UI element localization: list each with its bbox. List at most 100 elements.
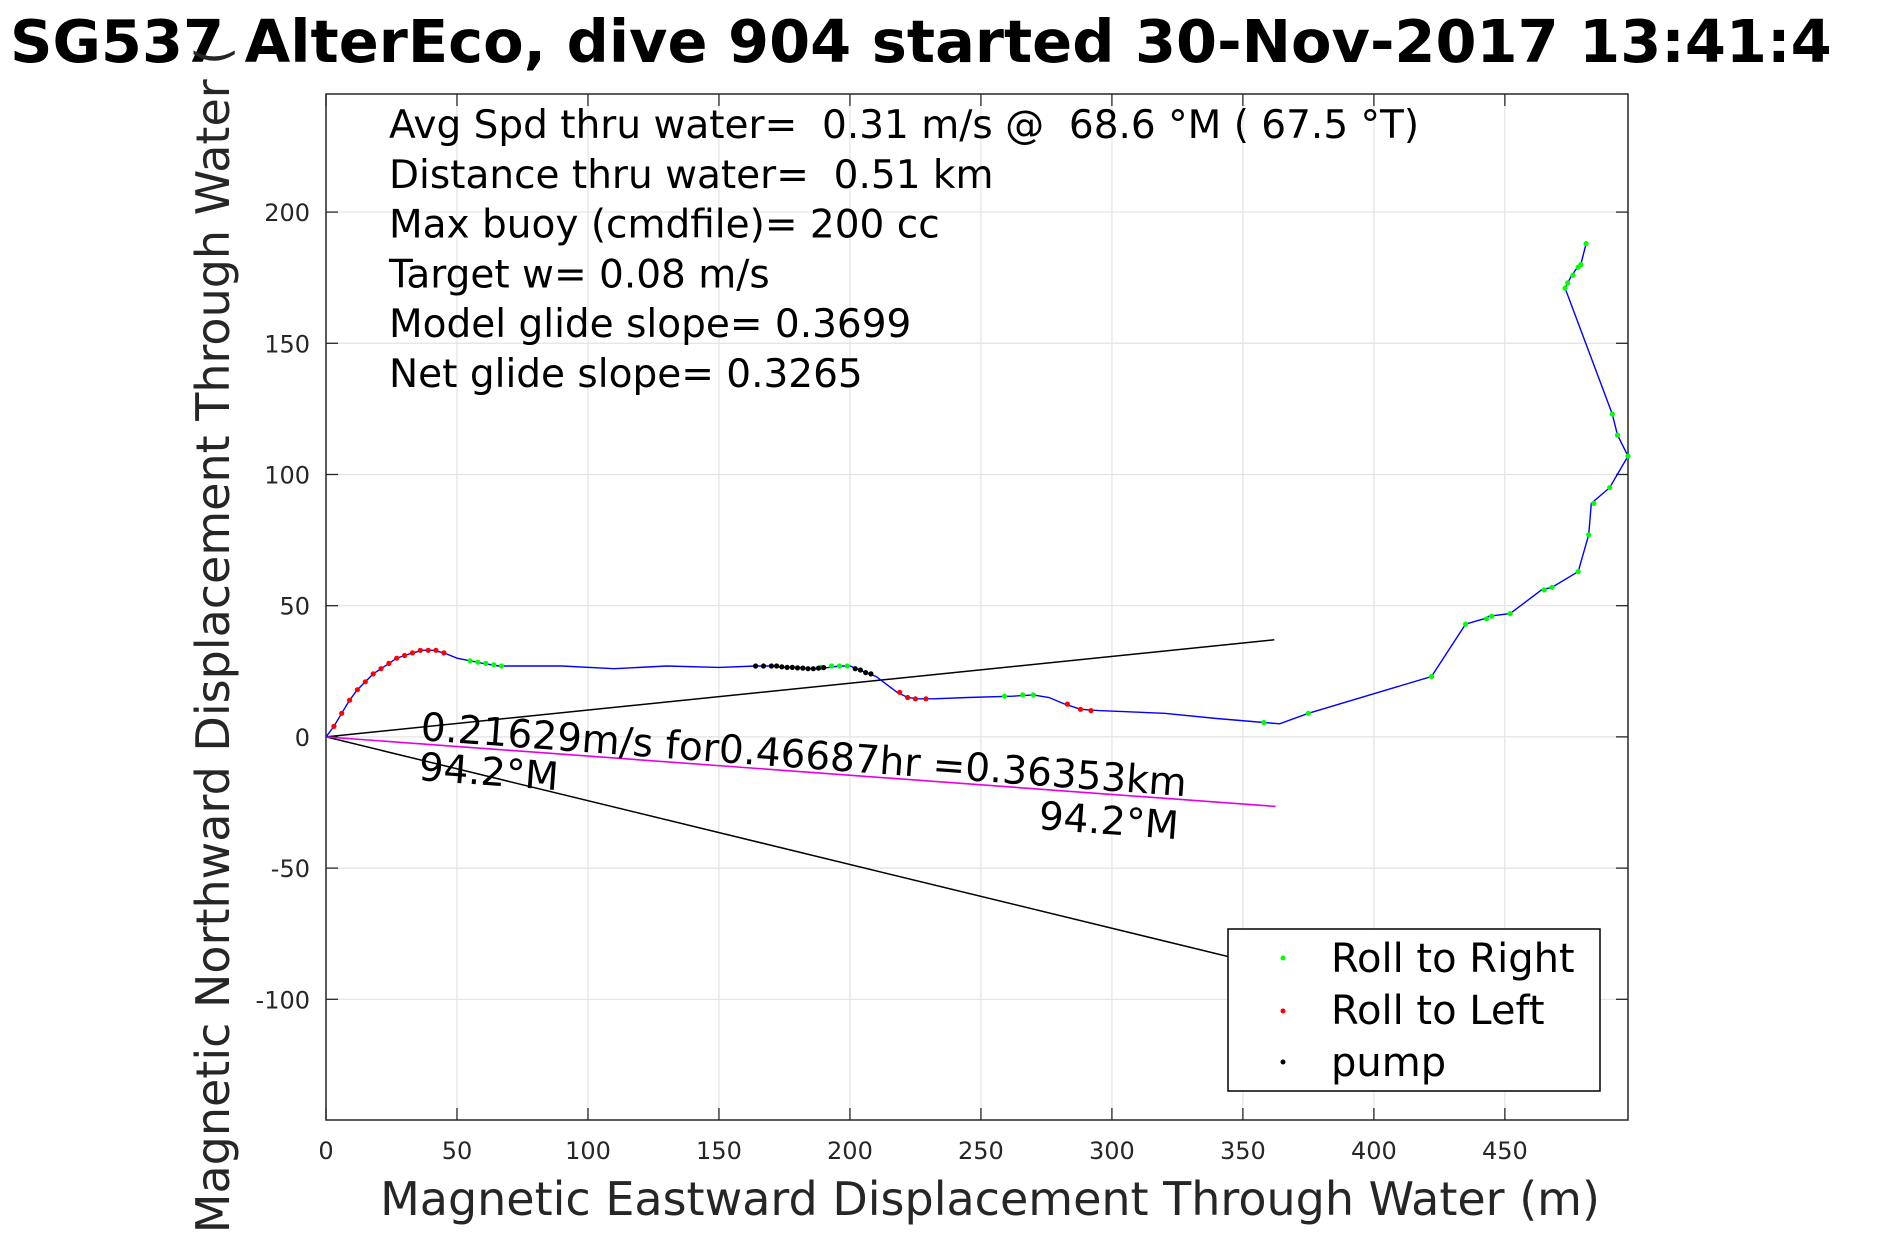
stats-block: Avg Spd thru water= 0.31 m/s @ 68.6 °M (… bbox=[388, 103, 1419, 397]
roll-right-point bbox=[1261, 719, 1267, 726]
roll-right-point bbox=[844, 663, 850, 669]
legend-marker-roll-right bbox=[1280, 955, 1286, 961]
roll-left-point bbox=[402, 652, 408, 659]
roll-right-point bbox=[1614, 432, 1621, 438]
roll-right-point bbox=[1305, 710, 1311, 716]
roll-right-point bbox=[1541, 587, 1547, 593]
roll-right-point bbox=[1565, 280, 1571, 286]
roll-right-point bbox=[498, 663, 505, 669]
roll-left-point bbox=[347, 697, 353, 703]
stat-line: Target w= 0.08 m/s bbox=[388, 252, 770, 297]
roll-right-point bbox=[1001, 693, 1008, 699]
roll-right-point bbox=[467, 658, 473, 664]
roll-left-point bbox=[905, 694, 911, 701]
roll-right-point bbox=[491, 662, 497, 668]
roll-right-point bbox=[1463, 621, 1469, 627]
roll-right-point bbox=[836, 663, 843, 669]
plot-markers bbox=[331, 241, 1631, 730]
x-tick-label: 50 bbox=[442, 1137, 473, 1165]
stat-line: Model glide slope= 0.3699 bbox=[389, 302, 911, 347]
current-heading-label: 94.2°M bbox=[417, 745, 560, 800]
x-tick-label: 0 bbox=[318, 1137, 333, 1165]
roll-left-point bbox=[425, 647, 431, 653]
pump-point bbox=[868, 671, 874, 677]
legend-label-roll-left: Roll to Left bbox=[1331, 988, 1545, 1034]
pump-point bbox=[753, 663, 759, 669]
pump-point bbox=[768, 663, 775, 669]
roll-left-point bbox=[433, 647, 439, 653]
x-tick-label: 150 bbox=[696, 1137, 742, 1165]
chart-title: SG537 AlterEco, dive 904 started 30-Nov-… bbox=[10, 7, 1832, 76]
pump-point bbox=[800, 665, 806, 671]
x-tick-label: 350 bbox=[1220, 1137, 1266, 1165]
legend-box bbox=[1227, 928, 1601, 1092]
y-tick-label: 200 bbox=[264, 199, 310, 227]
roll-left-point bbox=[378, 666, 384, 672]
grid bbox=[325, 94, 1628, 1120]
roll-left-point bbox=[1064, 701, 1070, 707]
roll-right-point bbox=[483, 660, 489, 667]
roll-left-point bbox=[897, 689, 903, 695]
x-axis-label: Magnetic Eastward Displacement Through W… bbox=[380, 1172, 1600, 1226]
depth-avg-current-line bbox=[326, 736, 1276, 808]
roll-right-point bbox=[1489, 613, 1495, 619]
roll-right-point bbox=[1578, 262, 1584, 268]
stat-line: Max buoy (cmdfile)= 200 cc bbox=[389, 203, 940, 248]
x-tick-label: 300 bbox=[1089, 1137, 1135, 1165]
stat-line: Net glide slope= 0.3265 bbox=[389, 352, 863, 397]
pump-point bbox=[805, 666, 811, 672]
pump-point bbox=[815, 665, 822, 671]
roll-right-point bbox=[1428, 673, 1435, 680]
x-tick-label: 200 bbox=[827, 1137, 873, 1165]
stat-line: Avg Spd thru water= 0.31 m/s @ 68.6 °M (… bbox=[389, 103, 1419, 148]
roll-right-point bbox=[1575, 569, 1581, 575]
roll-left-point bbox=[409, 650, 416, 656]
y-axis-label: Magnetic Northward Displacement Through … bbox=[186, 47, 240, 1233]
roll-left-point bbox=[362, 679, 368, 685]
roll-left-point bbox=[370, 671, 376, 677]
roll-left-point bbox=[331, 723, 337, 730]
legend-label-pump: pump bbox=[1331, 1040, 1446, 1086]
roll-right-point bbox=[1483, 616, 1490, 622]
roll-left-point bbox=[1088, 708, 1094, 714]
plot-frame bbox=[325, 93, 1629, 1121]
roll-left-point bbox=[912, 696, 919, 702]
pump-point bbox=[821, 665, 827, 671]
roll-right-point bbox=[1562, 285, 1568, 291]
roll-right-point bbox=[1591, 500, 1597, 506]
roll-right-point bbox=[1609, 411, 1615, 417]
pump-point bbox=[794, 665, 801, 671]
pump-point bbox=[857, 667, 864, 673]
roll-right-point bbox=[1030, 692, 1036, 698]
pump-point bbox=[779, 664, 785, 670]
roll-left-point bbox=[386, 660, 392, 667]
y-tick-label: -50 bbox=[271, 855, 310, 883]
pump-point bbox=[774, 663, 780, 669]
pump-point bbox=[863, 670, 869, 676]
x-tick-label: 400 bbox=[1351, 1137, 1397, 1165]
roll-left-point bbox=[923, 696, 929, 702]
current-heading-end-label: 94.2°M bbox=[1037, 794, 1180, 849]
roll-right-point bbox=[1507, 611, 1513, 617]
pump-point bbox=[784, 664, 790, 671]
roll-left-point bbox=[441, 650, 447, 656]
legend-label-roll-right: Roll to Right bbox=[1331, 936, 1575, 982]
roll-right-point bbox=[1607, 485, 1613, 491]
roll-right-point bbox=[1586, 532, 1592, 538]
roll-left-point bbox=[394, 655, 400, 661]
legend-marker-roll-left bbox=[1280, 1008, 1286, 1014]
roll-right-point bbox=[1020, 692, 1026, 698]
roll-left-point bbox=[1077, 706, 1084, 712]
roll-right-point bbox=[1570, 272, 1576, 278]
roll-right-point bbox=[475, 659, 481, 665]
y-tick-label: 50 bbox=[279, 593, 310, 621]
roll-left-point bbox=[339, 710, 345, 716]
pump-point bbox=[852, 666, 858, 672]
pump-point bbox=[760, 663, 767, 669]
x-tick-labels: 0 50 100 150 200 250 300 350 400 450 bbox=[318, 94, 1528, 1165]
heading-wedge-line bbox=[326, 639, 1275, 969]
legend: Roll to Right Roll to Left pump bbox=[1227, 928, 1601, 1092]
x-tick-label: 250 bbox=[958, 1137, 1004, 1165]
roll-right-point bbox=[1549, 584, 1555, 590]
